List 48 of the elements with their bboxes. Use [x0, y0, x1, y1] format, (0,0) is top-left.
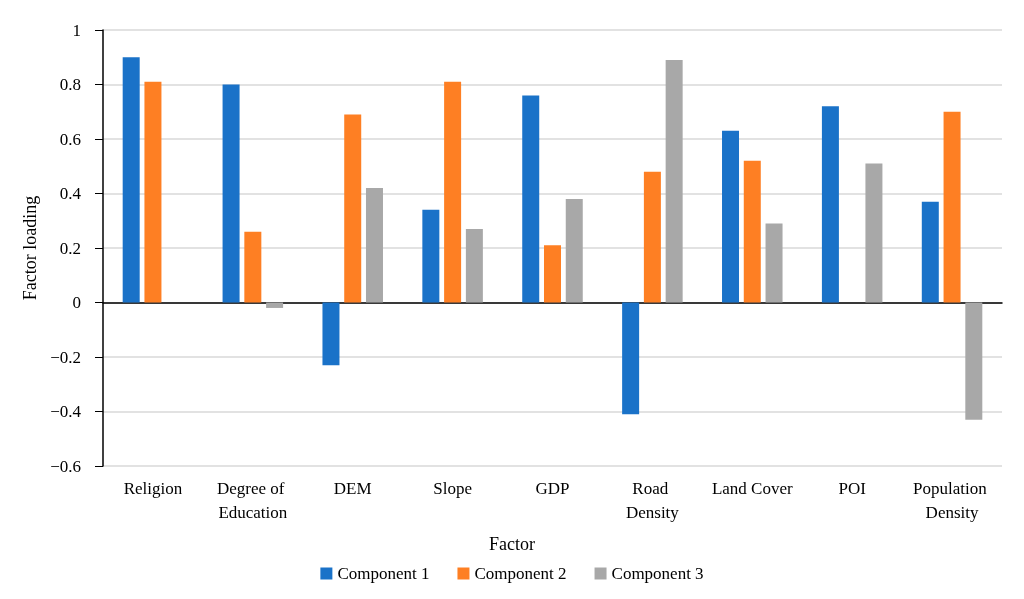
x-tick-label: Religion	[123, 478, 183, 498]
bar	[865, 163, 883, 303]
bar	[444, 81, 462, 303]
x-tick-label: POI	[838, 478, 867, 498]
legend-label: Component 1	[337, 564, 430, 583]
y-tick-label: 0	[72, 293, 81, 312]
bar	[643, 171, 661, 303]
x-tick-label: Slope	[433, 478, 472, 498]
bar	[244, 231, 262, 303]
bar	[465, 228, 483, 303]
bar	[765, 223, 783, 303]
bar	[622, 302, 640, 415]
legend-label: Component 3	[611, 564, 704, 583]
bar	[743, 160, 761, 303]
bar	[722, 130, 740, 303]
bar	[943, 111, 961, 303]
bar	[544, 245, 561, 303]
bar	[144, 81, 162, 303]
bar	[422, 209, 440, 303]
bar	[365, 188, 383, 303]
y-tick-label: 0.8	[59, 75, 81, 94]
bar	[344, 114, 362, 303]
bar	[122, 57, 140, 303]
bar	[565, 198, 583, 303]
y-tick-label: −0.4	[50, 402, 82, 421]
x-tick-label: GDP	[535, 478, 570, 498]
bar	[222, 84, 240, 303]
bar	[821, 106, 839, 303]
y-tick-label: 0.6	[59, 129, 81, 149]
bar	[322, 302, 340, 366]
y-tick-label: 0.4	[59, 184, 82, 203]
x-tick-label: Degree of Education	[216, 478, 289, 522]
x-axis-title: Factor	[489, 534, 535, 554]
legend-label: Component 2	[474, 564, 567, 583]
x-tick-label: DEM	[333, 478, 372, 498]
y-tick-label: 1	[72, 20, 81, 40]
bar	[921, 201, 939, 303]
bar	[965, 302, 983, 420]
x-tick-label: Land Cover	[711, 478, 793, 498]
bar	[266, 302, 284, 308]
y-tick-label: −0.2	[50, 347, 81, 367]
y-tick-label: 0.2	[59, 238, 81, 258]
x-tick-label: Road Density	[625, 478, 680, 522]
bar	[665, 59, 683, 303]
y-tick-label: −0.6	[50, 456, 81, 476]
y-axis-title: Factor loading	[20, 195, 41, 301]
x-tick-label: Population Density	[913, 478, 992, 522]
bar	[522, 95, 540, 303]
